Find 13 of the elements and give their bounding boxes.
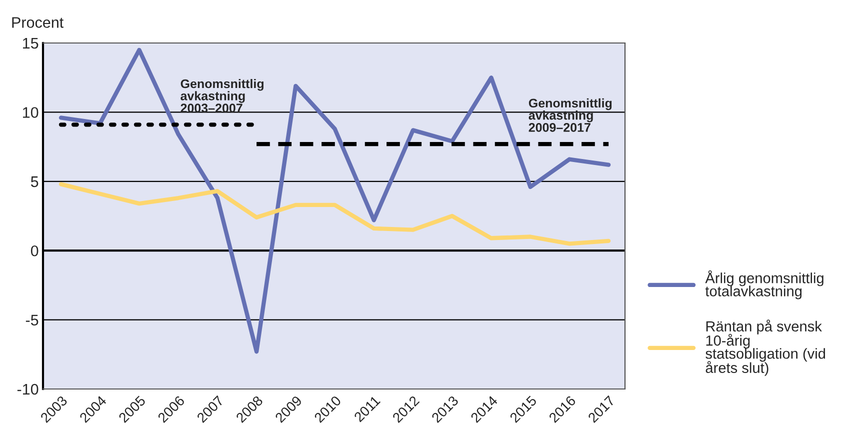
y-tick-label: 0 xyxy=(30,245,38,256)
y-tick-label: -5 xyxy=(26,314,38,326)
y-tick-label: 10 xyxy=(23,107,38,118)
annotation: Genomsnittlig avkastning 2003–2007 xyxy=(180,78,264,113)
line-series xyxy=(58,48,611,354)
legend-label: Årlig genomsnittlig totalavkastning xyxy=(705,270,824,300)
y-tick-label: -10 xyxy=(17,384,38,395)
line-series xyxy=(58,182,611,246)
legend-label: Räntan på svensk 10-årig statsobligation (vid årets slut) xyxy=(706,320,826,376)
y-axis-title: Procent xyxy=(12,17,64,28)
annotation: Genomsnittlig avkastning 2009–2017 xyxy=(528,98,612,132)
y-tick-label: 5 xyxy=(30,176,38,188)
y-tick-label: 15 xyxy=(23,38,38,49)
